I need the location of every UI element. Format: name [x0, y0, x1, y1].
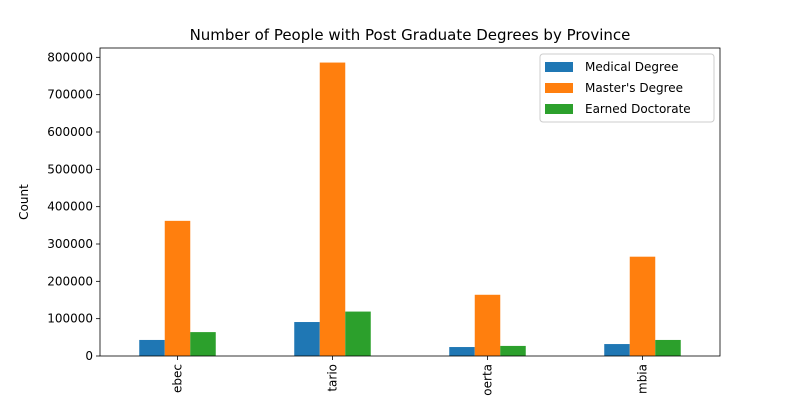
bar [474, 294, 501, 356]
bar [190, 332, 216, 356]
bar [139, 339, 165, 356]
y-tick-label: 500000 [47, 162, 93, 176]
legend-swatch [545, 83, 573, 93]
y-tick-label: 100000 [47, 312, 93, 326]
y-axis-label: Count [17, 184, 31, 220]
y-tick-label: 400000 [47, 200, 93, 214]
axes-layer [99, 47, 721, 357]
bar [449, 347, 475, 356]
y-tick-label: 800000 [47, 50, 93, 64]
bar [294, 322, 320, 356]
x-tick-label: oerta [481, 364, 495, 396]
bar [500, 345, 526, 356]
bar [345, 311, 371, 356]
bar [655, 339, 681, 356]
legend-label: Earned Doctorate [585, 102, 691, 116]
plot-frame [99, 47, 721, 357]
bar [604, 344, 630, 356]
legend: Medical Degree Master's Degree Earned Doct… [539, 53, 715, 123]
y-tick-label: 600000 [47, 125, 93, 139]
legend-label: Medical Degree [585, 60, 678, 74]
chart-title: Number of People with Post Graduate Degr… [190, 26, 631, 44]
bars-layer [139, 62, 681, 357]
x-tick-label: tario [326, 364, 340, 392]
y-ticks: 0 100000 200000 300000 400000 500000 600000 700… [47, 50, 100, 363]
legend-label: Master's Degree [585, 81, 683, 95]
y-tick-label: 700000 [47, 88, 93, 102]
legend-swatch [545, 62, 573, 72]
x-ticks: ebec tario oerta mbia [171, 356, 650, 396]
x-tick-label: mbia [636, 364, 650, 394]
bar [319, 62, 346, 357]
legend-box [539, 53, 715, 123]
legend-swatch [545, 104, 573, 114]
y-tick-label: 300000 [47, 237, 93, 251]
bar [164, 220, 191, 356]
x-tick-label: ebec [171, 364, 185, 393]
bar [629, 256, 656, 356]
y-tick-label: 0 [85, 349, 93, 363]
y-tick-label: 200000 [47, 274, 93, 288]
